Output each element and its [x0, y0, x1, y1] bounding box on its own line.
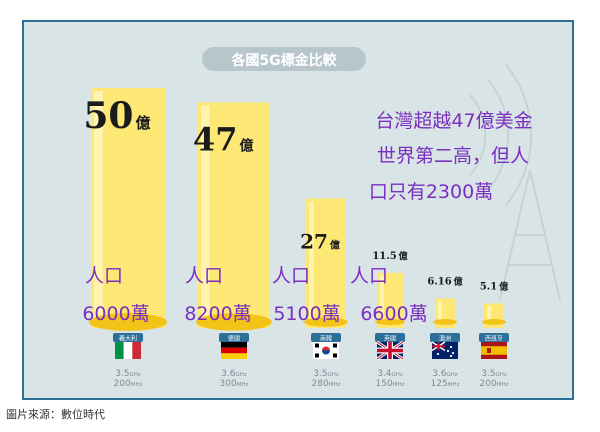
value-label-2: 27 億: [300, 229, 340, 253]
chart-title: 各國5G標金比較: [202, 47, 366, 71]
population-value-1: 8200萬: [184, 303, 251, 325]
value-label-4: 6.16 億: [427, 275, 462, 287]
frequency-label-5: 3.5GHz: [481, 369, 507, 379]
frequency-label-0: 3.5GHz: [115, 369, 141, 379]
australia-flag: [431, 341, 458, 359]
bandwidth-label-2: 280MHz: [312, 379, 341, 389]
country-label-box-2: [311, 333, 341, 342]
country-label-5: 西班牙: [485, 335, 503, 343]
italy-flag: [115, 342, 141, 359]
value-label-1: 47 億: [193, 120, 254, 158]
uk-flag: [376, 340, 404, 361]
coin-stack-4: [433, 319, 457, 325]
title-pill: [202, 47, 366, 71]
bandwidth-label-4: 125MHz: [431, 379, 460, 389]
south-korea-flag: [313, 342, 339, 359]
bar-highlight-3: [380, 275, 384, 325]
population-label-2: 人口: [272, 265, 310, 287]
coin-stack-2: [304, 317, 348, 327]
country-label-2: 南韓: [320, 335, 332, 343]
bar-highlight-1: [201, 105, 210, 326]
image-source-caption: 圖片來源：數位時代: [6, 408, 105, 421]
bandwidth-label-0: 200MHz: [114, 379, 143, 389]
bandwidth-label-5: 200MHz: [480, 379, 509, 389]
country-label-4: 澳洲: [439, 335, 451, 343]
bandwidth-label-3: 150MHz: [376, 379, 405, 389]
main-annotation-line-1: 世界第二高，但人: [377, 145, 529, 167]
value-label-0: 50 億: [83, 95, 150, 137]
country-label-box-0: [113, 333, 143, 342]
spain-flag: [481, 342, 507, 359]
country-label-box-1: [219, 333, 249, 342]
coin-stack-0: [89, 313, 167, 331]
population-label-0: 人口: [85, 265, 123, 287]
population-value-3: 6600萬: [360, 303, 427, 325]
coin-stack-1: [196, 313, 272, 331]
bar-0: [91, 88, 165, 328]
population-label-1: 人口: [185, 265, 223, 287]
radio-tower-decoration: [469, 64, 561, 301]
value-label-3: 11.5 億: [372, 250, 407, 262]
bar-1: [198, 102, 270, 329]
frequency-label-4: 3.6GHz: [432, 369, 458, 379]
country-label-box-3: [375, 333, 405, 342]
coin-stack-5: [482, 319, 506, 325]
value-label-5: 5.1 億: [480, 281, 508, 293]
country-label-box-4: [430, 333, 460, 342]
chart-frame: [22, 20, 574, 400]
coin-stack-3: [375, 318, 405, 326]
chart-annotations: 台灣超越47億美金世界第二高，但人口只有2300萬人口6000萬人口8200萬人…: [82, 110, 532, 325]
bar-highlight-2: [309, 201, 314, 325]
bar-highlight-4: [438, 301, 442, 325]
main-annotation-line-2: 口只有2300萬: [369, 181, 493, 203]
population-value-0: 6000萬: [82, 303, 149, 325]
country-label-3: 英國: [384, 335, 396, 343]
bandwidth-label-1: 300MHz: [220, 379, 249, 389]
germany-flag: [221, 342, 247, 359]
frequency-label-3: 3.4GHz: [377, 369, 403, 379]
frequency-label-1: 3.6GHz: [221, 369, 247, 379]
main-annotation-line-0: 台灣超越47億美金: [375, 110, 532, 132]
chart-title-text: 各國5G標金比較: [230, 52, 337, 69]
bar-highlight-0: [94, 91, 103, 325]
frequency-label-2: 3.5GHz: [313, 369, 339, 379]
population-label-3: 人口: [350, 265, 388, 287]
country-label-0: 義大利: [119, 335, 137, 343]
country-label-box-5: [479, 333, 509, 342]
bar-highlight-5: [487, 306, 491, 325]
country-label-1: 德國: [228, 335, 240, 343]
population-value-2: 5100萬: [273, 303, 340, 325]
